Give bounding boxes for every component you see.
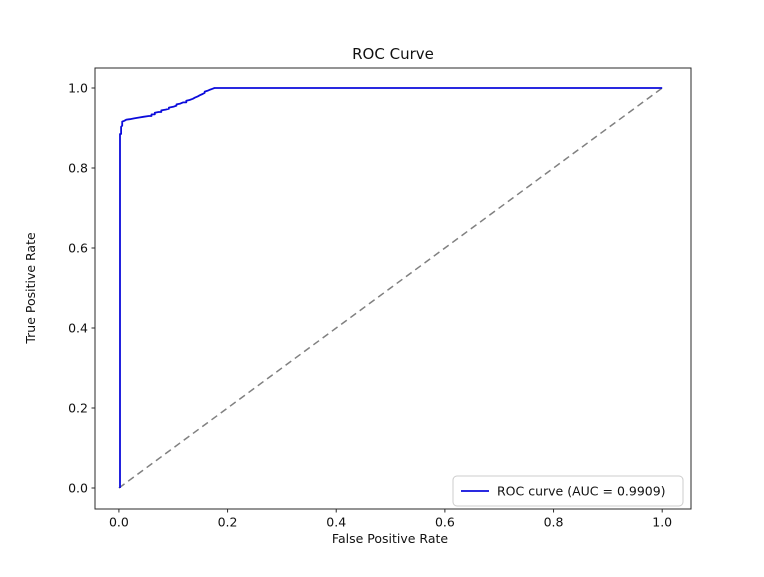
x-tick-label: 0.8 <box>544 515 564 530</box>
y-tick-label: 1.0 <box>68 81 88 96</box>
x-axis-label: False Positive Rate <box>332 531 448 546</box>
y-tick-label: 0.6 <box>68 241 88 256</box>
plot-content: 0.0 0.2 0.4 0.6 0.8 1.0 0.0 0.2 0.4 0.6 0.8 1.0 <box>68 81 672 530</box>
y-tick-label: 0.4 <box>68 321 88 336</box>
legend: ROC curve (AUC = 0.9909) <box>452 475 684 507</box>
x-tick-label: 1.0 <box>652 515 672 530</box>
legend-entry-label: ROC curve (AUC = 0.9909) <box>497 484 666 499</box>
x-tick-label: 0.0 <box>109 515 129 530</box>
y-tick-label: 0.0 <box>68 481 88 496</box>
legend-box <box>452 475 684 507</box>
y-axis-label: True Positive Rate <box>23 232 38 345</box>
x-tick-label: 0.4 <box>326 515 346 530</box>
roc-curve-line <box>119 87 663 488</box>
chart-title: ROC Curve <box>352 45 434 63</box>
plot-area-border <box>94 67 692 510</box>
y-tick-label: 0.2 <box>68 401 88 416</box>
chance-diagonal-line <box>118 87 663 489</box>
x-tick-label: 0.2 <box>218 515 238 530</box>
y-tick-label: 0.8 <box>68 161 88 176</box>
x-tick-label: 0.6 <box>435 515 455 530</box>
